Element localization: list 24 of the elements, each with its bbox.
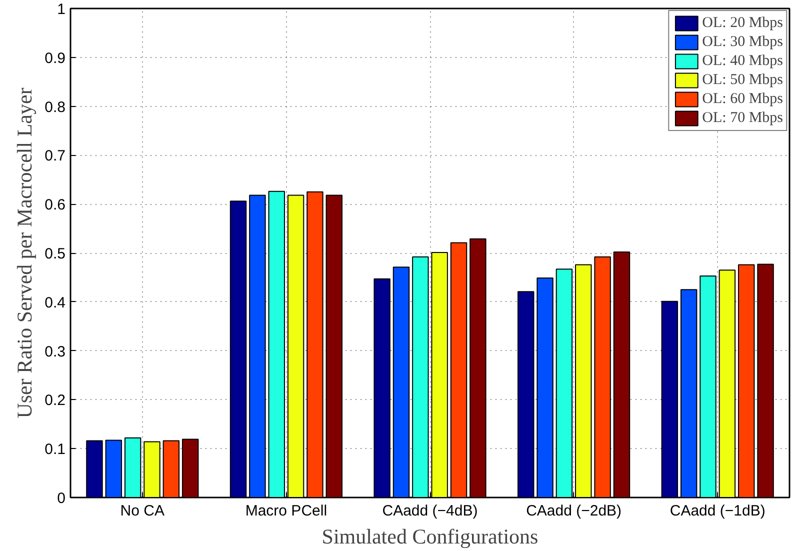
legend-label: OL: 40 Mbps [702, 52, 783, 70]
y-tick-label: 1 [57, 1, 66, 18]
legend-label: OL: 30 Mbps [702, 34, 783, 50]
legend-label: OL: 50 Mbps [702, 72, 783, 88]
x-tick-label: CAadd (−1dB) [670, 502, 766, 520]
y-tick-label: 0.2 [44, 392, 66, 410]
legend-label: OL: 60 Mbps [702, 90, 783, 108]
legend-label: OL: 20 Mbps [702, 14, 783, 32]
y-tick-label: 0 [57, 490, 66, 507]
y-tick-label: 0.5 [44, 246, 66, 262]
y-tick-label: 0.8 [44, 98, 66, 116]
y-axis-title: User Ratio Served per Macrocell Layer [12, 88, 37, 418]
y-tick-label: 0.9 [44, 50, 66, 67]
x-axis-title: Simulated Configurations [322, 524, 538, 548]
x-tick-label: CAadd (−2dB) [526, 502, 622, 520]
y-tick-label: 0.1 [44, 441, 66, 458]
y-tick-label: 0.7 [44, 148, 66, 165]
legend-label: OL: 70 Mbps [702, 110, 783, 126]
x-tick-label: Macro PCell [245, 502, 328, 520]
y-tick-label: 0.6 [44, 196, 66, 214]
y-tick-label: 0.4 [44, 294, 66, 312]
y-tick-label: 0.3 [44, 343, 66, 360]
x-tick-label: No CA [120, 502, 164, 520]
x-tick-label: CAadd (−4dB) [382, 502, 478, 520]
